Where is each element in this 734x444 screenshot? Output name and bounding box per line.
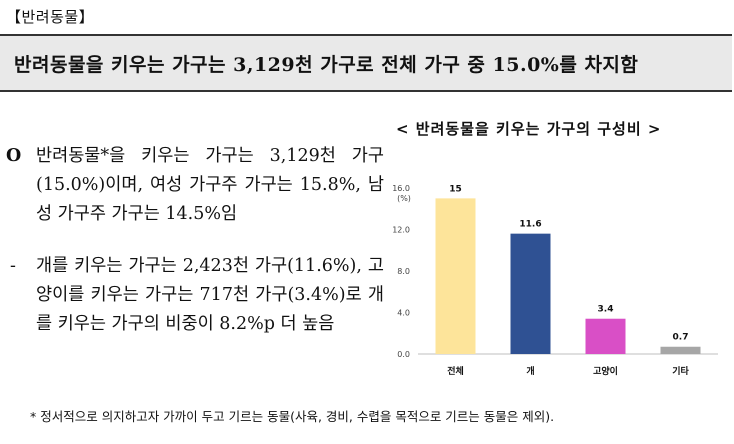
bar-0	[435, 198, 476, 354]
bullet-main: O 반려동물*을 키우는 가구는 3,129천 가구(15.0%)이며, 여성 …	[6, 142, 384, 229]
sub-paragraph: 개를 키우는 가구는 2,423천 가구(11.6%), 고양이를 키우는 가구…	[36, 256, 384, 334]
bar-3	[660, 346, 701, 354]
section-tag: 【반려동물】	[6, 8, 95, 26]
category-label: 개	[526, 365, 534, 377]
y-tick-label: 12.0	[392, 226, 410, 235]
category-label: 기타	[672, 365, 689, 377]
data-label: 3.4	[598, 305, 614, 315]
y-tick-label: 4.0	[397, 309, 410, 318]
data-label: 0.7	[673, 333, 689, 343]
headline: 반려동물을 키우는 가구는 3,129천 가구로 전체 가구 중 15.0%를 …	[14, 53, 639, 76]
bar-1	[510, 233, 551, 354]
category-label: 전체	[447, 365, 464, 377]
bar-chart: (%) 0.0 4.0 8.0 12.0 16.0 15 전체 11.6 개 3.4 고양이 0.7 기타	[392, 184, 718, 377]
bar-2	[585, 318, 626, 354]
data-label: 15	[449, 184, 462, 194]
category-label: 고양이	[593, 365, 618, 377]
bullet-sub: - 개를 키우는 가구는 2,423천 가구(11.6%), 고양이를 키우는 …	[6, 252, 384, 339]
headline-box: 반려동물을 키우는 가구는 3,129천 가구로 전체 가구 중 15.0%를 …	[0, 34, 732, 92]
y-tick-label: 8.0	[397, 267, 410, 276]
footnote: * 정서적으로 의지하고자 가까이 두고 기르는 동물(사육, 경비, 수렵을 …	[30, 409, 555, 424]
y-tick-label: 0.0	[397, 350, 410, 359]
chart-title: < 반려동물을 키우는 가구의 구성비 >	[396, 120, 662, 138]
circle-bullet-icon: O	[6, 146, 22, 166]
main-paragraph: 반려동물*을 키우는 가구는 3,129천 가구(15.0%)이며, 여성 가구…	[36, 146, 384, 224]
y-unit-label: (%)	[397, 194, 411, 203]
data-label: 11.6	[519, 220, 541, 230]
dash-bullet-icon: -	[10, 256, 16, 276]
y-tick-label: 16.0	[392, 184, 410, 193]
